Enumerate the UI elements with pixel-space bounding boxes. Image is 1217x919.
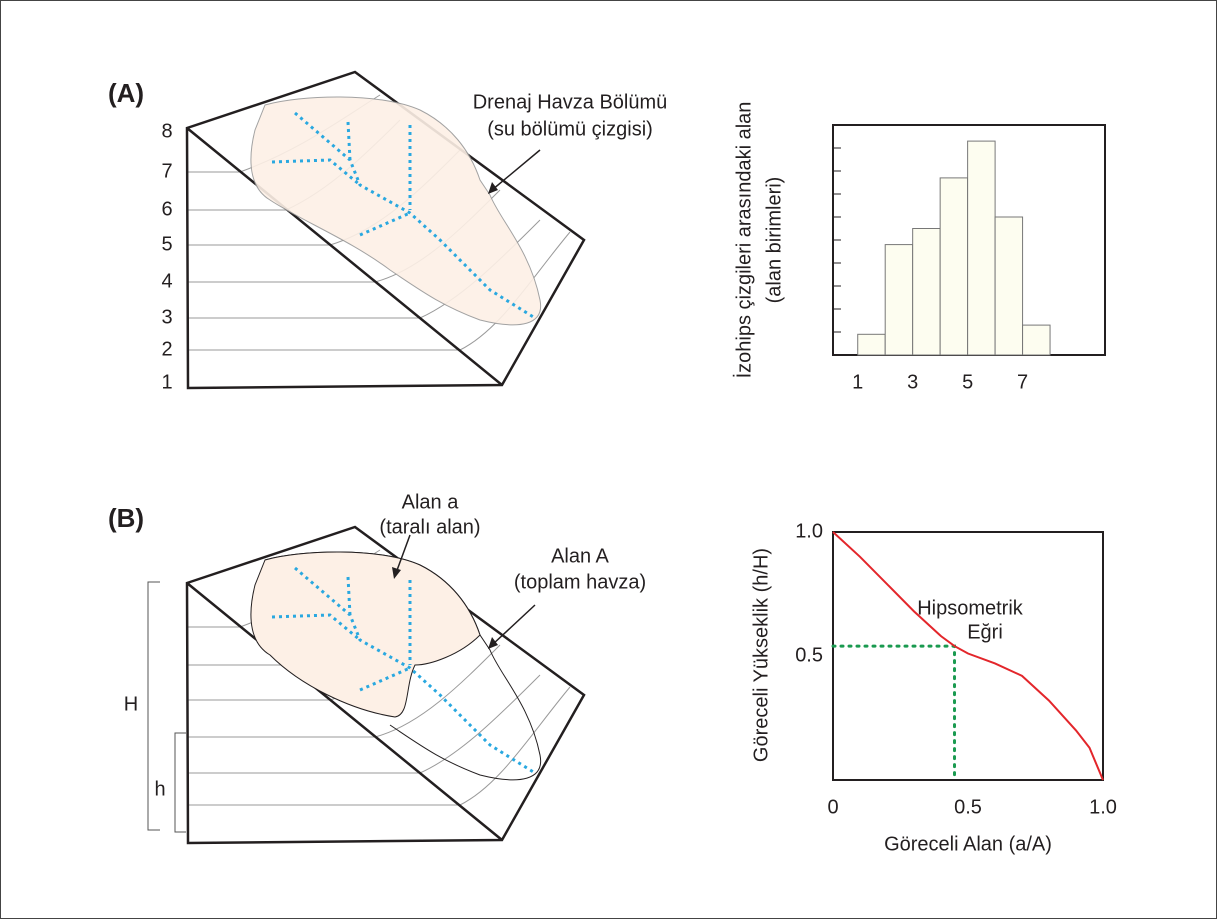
elevation-label: 1 [161, 371, 172, 393]
x-tick-label: 0 [827, 796, 838, 818]
x-tick-label: 1 [852, 371, 863, 393]
x-tick-label: 0.5 [954, 796, 982, 818]
histogram-bar [994, 216, 1024, 356]
histogram-bar [1022, 324, 1051, 356]
x-tick-label: 1.0 [1089, 796, 1117, 818]
histogram-bar [857, 333, 886, 356]
x-tick-label: 5 [962, 371, 973, 393]
annotation: Drenaj Havza Bölümü [473, 91, 668, 113]
height-label: h [154, 778, 165, 800]
annotation: Eğri [967, 621, 1003, 643]
elevation-label: 7 [161, 160, 172, 182]
elevation-label: 8 [161, 120, 172, 142]
panel-label: (A) [108, 78, 144, 108]
annotation: Hipsometrik [917, 597, 1024, 619]
x-axis-label: Göreceli Alan (a/A) [884, 833, 1052, 855]
annotation: (toplam havza) [514, 571, 646, 593]
y-tick-label: 0.5 [795, 644, 823, 666]
curve [832, 531, 1104, 781]
annotation: (su bölümü çizgisi) [487, 118, 653, 140]
elevation-label: 5 [161, 233, 172, 255]
panel-label: (B) [108, 503, 144, 533]
histogram-bar [884, 244, 914, 356]
histogram-bar [912, 228, 941, 356]
y-axis-label: Göreceli Yükseklik (h/H) [750, 548, 772, 762]
block-diagram-b [147, 525, 586, 845]
x-tick-label: 7 [1017, 371, 1028, 393]
histogram-bar [939, 177, 969, 356]
annotation: Alan a [402, 491, 460, 513]
x-tick-label: 3 [907, 371, 918, 393]
block-diagram-a [185, 70, 586, 390]
annotation: Alan A [551, 545, 609, 567]
elevation-label: 2 [161, 338, 172, 360]
y-axis-label: İzohips çizgileri arasındaki alan [732, 102, 755, 379]
histogram-bar [967, 140, 996, 356]
elevation-label: 4 [161, 270, 172, 292]
y-tick-label: 1.0 [795, 520, 823, 542]
height-label: H [124, 693, 138, 715]
elevation-label: 6 [161, 198, 172, 220]
annotation: (taralı alan) [379, 516, 480, 538]
y-axis-label: (alan birimleri) [763, 177, 785, 304]
elevation-label: 3 [161, 306, 172, 328]
